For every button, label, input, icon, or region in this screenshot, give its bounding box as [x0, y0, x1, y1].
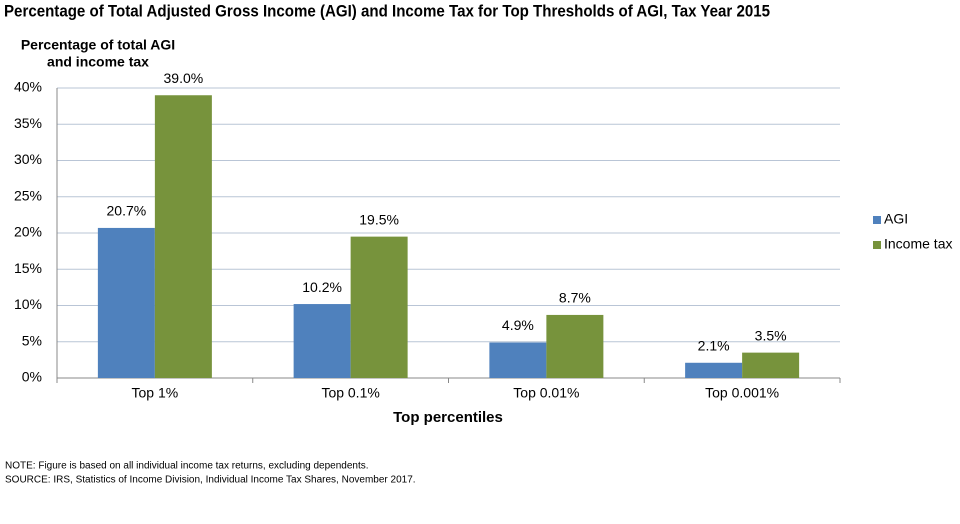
note: NOTE: Figure is based on all individual …	[5, 461, 369, 472]
x-tick-label: Top 0.01%	[513, 385, 579, 401]
legend-label: Income tax	[884, 236, 952, 252]
y-axis-label: and income tax	[47, 54, 149, 70]
value-label: 2.1%	[698, 337, 730, 353]
legend-swatch	[873, 216, 881, 224]
value-label: 3.5%	[755, 327, 787, 343]
bar	[742, 352, 800, 378]
bar	[154, 95, 212, 378]
bar	[489, 342, 547, 378]
bar	[685, 362, 743, 378]
x-tick-label: Top 0.001%	[705, 385, 779, 401]
y-tick-label: 25%	[14, 187, 42, 203]
note: SOURCE: IRS, Statistics of Income Divisi…	[5, 475, 416, 486]
bar	[293, 304, 351, 378]
y-tick-label: 30%	[14, 151, 42, 167]
y-axis-label: Percentage of total AGI	[21, 37, 175, 53]
y-tick-label: 20%	[14, 224, 42, 240]
value-label: 20.7%	[107, 203, 147, 219]
x-axis-label: Top percentiles	[393, 409, 503, 426]
legend-swatch	[873, 241, 881, 249]
y-tick-label: 35%	[14, 115, 42, 131]
value-label: 8.7%	[559, 290, 591, 306]
y-tick-label: 15%	[14, 260, 42, 276]
bar	[97, 227, 155, 378]
value-label: 19.5%	[359, 211, 399, 227]
y-tick-label: 40%	[14, 79, 42, 95]
y-tick-label: 0%	[22, 369, 42, 385]
chart-title: Percentage of Total Adjusted Gross Incom…	[4, 1, 770, 20]
value-label: 10.2%	[302, 279, 342, 295]
x-tick-label: Top 0.1%	[321, 385, 379, 401]
y-tick-label: 10%	[14, 296, 42, 312]
y-tick-label: 5%	[22, 332, 42, 348]
bar	[546, 314, 604, 378]
legend-label: AGI	[884, 211, 908, 227]
x-tick-label: Top 1%	[132, 385, 179, 401]
value-label: 4.9%	[502, 317, 534, 333]
bar	[350, 236, 408, 378]
value-label: 39.0%	[164, 70, 204, 86]
